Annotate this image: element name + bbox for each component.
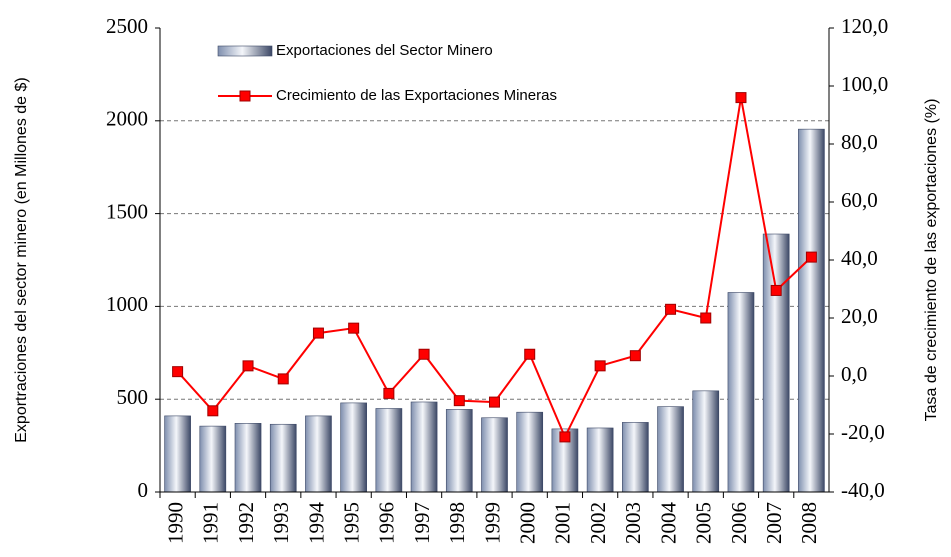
y2-tick-label: 20,0 [841,304,878,328]
y2-axis-label: Tasa de crecimiento de las exportaciones… [923,99,940,422]
x-tick-label: 1996 [375,502,399,544]
bar [692,390,720,493]
x-tick-label: 1992 [234,502,258,544]
line-marker [348,322,360,334]
line-marker [735,92,747,104]
bar [305,415,332,493]
bar [481,417,508,493]
bar [340,402,367,493]
x-tick-label: 1998 [445,502,469,544]
line-marker [172,366,184,378]
bar [657,406,684,493]
bar [410,401,438,493]
line [176,97,813,440]
y2-tick-label: -20,0 [841,420,885,444]
x-tick-label: 2006 [727,502,751,544]
x-tick-label: 2000 [516,502,540,544]
bar [727,292,755,493]
x-tick-label: 2007 [762,502,786,544]
y-tick-label: 1000 [106,292,148,316]
bar [622,422,649,493]
line-marker [277,373,289,385]
legend-label: Crecimiento de las Exportaciones Mineras [276,87,557,104]
x-tick-label: 2004 [656,502,680,545]
x-tick-label: 2001 [551,502,575,544]
bar [375,408,403,493]
y2-tick-label: 80,0 [841,130,878,154]
y-tick-label: 2500 [106,14,148,38]
line-marker [418,348,430,360]
line-marker [207,405,219,417]
bar [234,423,262,493]
bar [798,128,825,493]
line-marker [665,303,677,315]
y-tick-label: 1500 [106,199,148,223]
x-tick-label: 2005 [692,502,716,544]
x-tick-label: 1990 [163,502,187,544]
y-tick-label: 2000 [106,107,148,131]
bar [762,233,790,493]
legend-label: Exportaciones del Sector Minero [276,42,493,59]
line-marker [383,387,395,399]
line-marker [805,251,817,263]
bar [586,427,614,493]
x-tick-label: 1999 [480,502,504,544]
line-marker [524,348,536,360]
x-tick-label: 2008 [797,502,821,544]
legend-swatch [217,45,273,57]
bar [516,411,544,493]
y-axis-label: Exportraciones del sector minero (en Mil… [13,77,30,443]
legend-swatch [239,90,251,102]
line-marker [242,360,254,372]
line-marker [489,396,500,408]
line-marker [629,350,641,362]
y2-tick-label: 40,0 [841,246,878,270]
x-tick-label: 2002 [586,502,610,544]
line-marker [700,312,712,324]
y2-tick-label: 100,0 [841,72,888,96]
y-tick-label: 0 [138,478,149,502]
x-tick-label: 2003 [621,502,645,544]
y2-tick-label: -40,0 [841,478,885,502]
line-marker [312,327,324,339]
y-tick-label: 500 [117,385,149,409]
line-marker [453,395,465,407]
bar [164,415,191,493]
x-tick-label: 1995 [339,502,363,544]
x-tick-label: 1991 [199,502,223,544]
line-marker [594,360,606,372]
x-tick-label: 1994 [304,502,328,545]
bar [445,409,473,493]
y2-tick-label: 120,0 [841,14,888,38]
line-marker [559,431,571,443]
line-marker [770,284,782,296]
y2-tick-label: 0,0 [841,362,867,386]
y2-tick-label: 60,0 [841,188,878,212]
bar [199,425,227,493]
x-tick-label: 1997 [410,502,434,544]
bar [269,423,297,493]
x-tick-label: 1993 [269,502,293,544]
